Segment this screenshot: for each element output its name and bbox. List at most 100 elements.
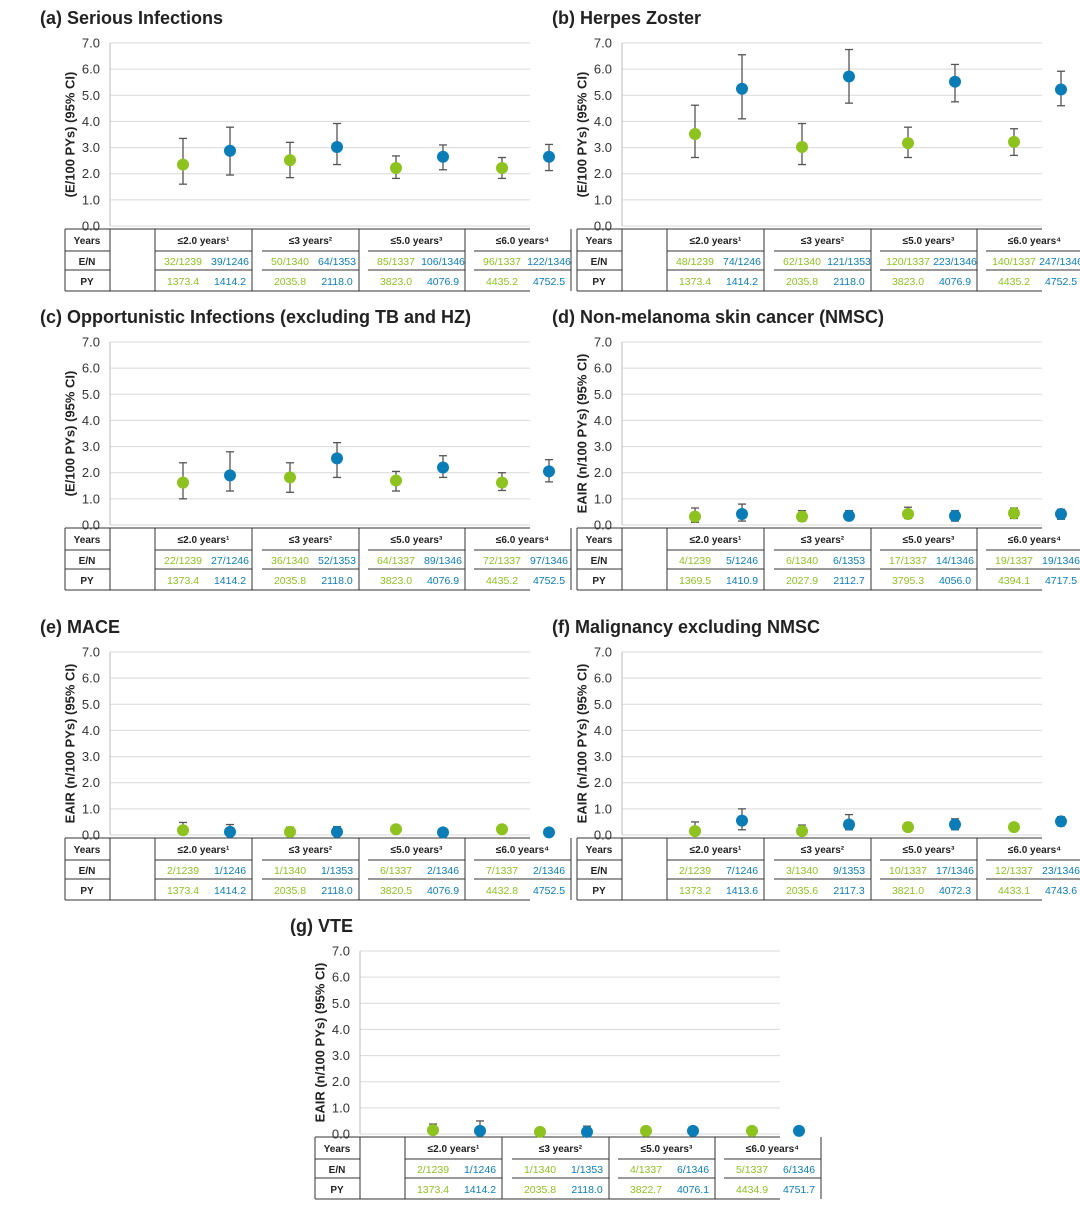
x-category-label: ≤5.0 years³ [391,535,443,546]
table-cell-py: 2117.3 [833,885,864,897]
table-cell-en: 121/1353 [827,256,871,268]
table-cell-en: 5/1246 [726,555,758,567]
data-point-green [284,154,296,167]
chart-title: (e) MACE [40,617,120,637]
table-cell-en: 62/1340 [783,256,821,268]
data-point-blue [843,70,855,83]
data-point-green [689,510,701,523]
table-cell-en: 12/1337 [995,865,1033,877]
data-point-blue [949,818,961,831]
y-tick-label: 0.0 [82,828,100,843]
x-category-label: ≤6.0 years⁴ [1008,535,1061,546]
data-point-blue [736,814,748,827]
table-cell-py: 2118.0 [321,276,352,288]
y-tick-label: 5.0 [332,996,350,1011]
table-cell-en: 48/1239 [676,256,714,268]
table-cell-py: 2118.0 [571,1184,602,1196]
y-tick-label: 0.0 [594,518,612,533]
row-label-py: PY [80,886,94,897]
x-category-label: ≤6.0 years⁴ [1008,845,1061,856]
x-category-label: ≤5.0 years³ [391,845,443,856]
table-cell-py: 3795.3 [892,575,924,587]
y-tick-label: 2.0 [332,1074,350,1089]
y-tick-label: 1.0 [82,801,100,816]
x-category-label: ≤5.0 years³ [903,535,955,546]
y-tick-label: 7.0 [594,36,612,51]
table-cell-py: 1413.6 [726,885,758,897]
table-cell-en: 72/1337 [483,555,521,567]
table-cell-en: 2/1346 [427,865,459,877]
x-category-label: ≤6.0 years⁴ [1008,236,1061,247]
y-tick-label: 4.0 [82,114,100,129]
table-cell-py: 4433.1 [998,885,1030,897]
chart-g-svg: 0.0 1.0 2.0 3.0 4.0 5.0 6.0 7.0 Years E/N PY ≤2.0 y… [314,944,822,1200]
table-cell-py: 1414.2 [214,575,246,587]
table-cell-py: 4743.6 [1045,885,1077,897]
table-cell-py: 4076.1 [677,1184,709,1196]
x-category-label: ≤3 years² [289,535,333,546]
table-cell-py: 4076.9 [427,575,459,587]
table-cell-py: 2027.9 [786,575,818,587]
table-cell-en: 1/1340 [274,865,306,877]
table-cell-py: 1369.5 [679,575,711,587]
row-label-years: Years [74,535,101,546]
table-cell-en: 6/1346 [783,1164,815,1176]
y-tick-label: 3.0 [82,140,100,155]
table-cell-en: 50/1340 [271,256,309,268]
row-label-years: Years [586,236,613,247]
table-cell-en: 64/1353 [318,256,356,268]
table-cell-en: 32/1239 [164,256,202,268]
y-tick-label: 7.0 [594,645,612,660]
y-tick-label: 2.0 [82,775,100,790]
chart-panel-c: (c) Opportunistic Infections (excluding … [40,307,572,607]
y-tick-label: 3.0 [594,439,612,454]
table-cell-py: 2035.8 [524,1184,556,1196]
table-cell-py: 4435.2 [998,276,1030,288]
table-cell-en: 7/1337 [486,865,518,877]
y-tick-label: 0.0 [332,1127,350,1142]
table-cell-py: 2118.0 [833,276,864,288]
table-cell-en: 22/1239 [164,555,202,567]
chart-panel-b: (b) Herpes Zoster (E/100 PYs) (95% CI) 0… [552,8,1080,308]
table-cell-py: 1373.2 [679,885,711,897]
table-cell-en: 122/1346 [527,256,571,268]
y-tick-label: 4.0 [82,723,100,738]
chart-title: (d) Non-melanoma skin cancer (NMSC) [552,307,885,327]
y-tick-label: 2.0 [82,166,100,181]
y-tick-label: 1.0 [594,801,612,816]
y-tick-label: 7.0 [82,36,100,51]
table-cell-en: 3/1340 [786,865,818,877]
data-point-blue [437,826,449,839]
y-tick-label: 1.0 [594,192,612,207]
row-label-en: E/N [79,866,96,877]
table-cell-en: 2/1239 [167,865,199,877]
data-point-blue [793,1124,805,1137]
y-tick-label: 1.0 [594,491,612,506]
row-label-years: Years [586,845,613,856]
x-category-label: ≤6.0 years⁴ [496,845,549,856]
chart-panel-g: (g) VTE EAIR (n/100 PYs) (95% CI) 0.0 1.0… [290,916,822,1216]
y-tick-label: 0.0 [82,518,100,533]
row-label-en: E/N [79,556,96,567]
y-tick-label: 1.0 [82,192,100,207]
data-point-blue [437,150,449,163]
table-cell-py: 4432.8 [486,885,518,897]
y-tick-label: 2.0 [82,465,100,480]
data-point-green [284,471,296,484]
table-cell-en: 4/1239 [679,555,711,567]
table-cell-en: 140/1337 [992,256,1036,268]
table-cell-en: 1/1246 [214,865,246,877]
data-point-green [1008,821,1020,834]
y-tick-label: 5.0 [82,88,100,103]
data-point-blue [949,509,961,522]
y-tick-label: 0.0 [594,828,612,843]
chart-title: (b) Herpes Zoster [552,8,702,28]
data-point-green [640,1124,652,1137]
table-cell-en: 1/1353 [321,865,353,877]
x-category-label: ≤6.0 years⁴ [496,236,549,247]
y-tick-label: 6.0 [82,361,100,376]
data-point-green [390,823,402,836]
y-tick-label: 7.0 [332,944,350,959]
table-cell-py: 4752.5 [533,276,565,288]
table-cell-py: 4752.5 [533,575,565,587]
